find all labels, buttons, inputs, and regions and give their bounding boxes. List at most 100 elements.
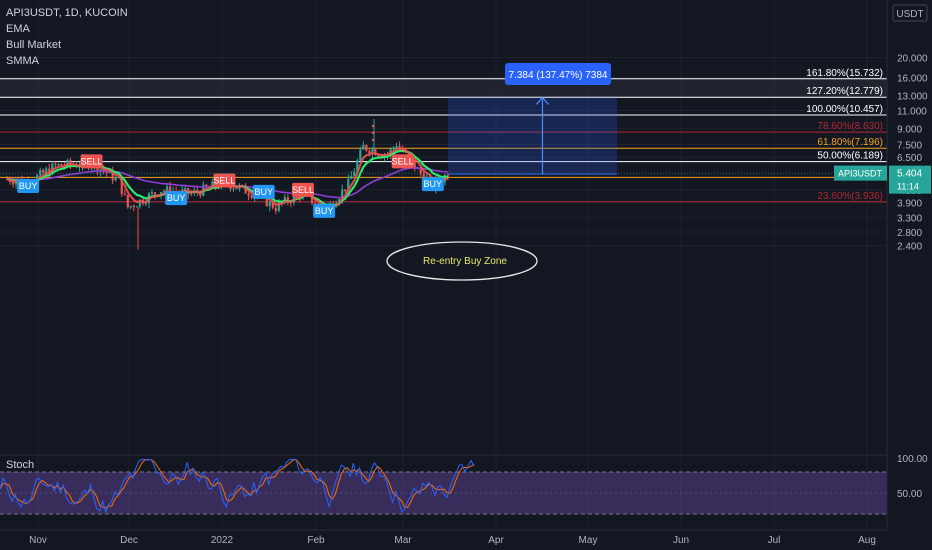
y-tick-6: 6.500 [897,153,922,164]
y-tick-4: 9.000 [897,124,922,135]
candle-body [144,203,148,205]
y-tick-2: 13.000 [897,92,928,103]
signal-label-1: BUY [19,181,38,191]
price-tag-box [889,165,931,194]
signal-label-4: BUY [254,187,273,197]
candle-body [235,188,238,190]
candle-body [102,169,105,172]
candle-body [247,193,250,196]
x-tick-2: 2022 [211,535,234,546]
candle-body [265,194,268,207]
price-tag-value: 5.404 [897,169,922,180]
candle-body [362,145,365,150]
candle-body [347,179,350,192]
candle-body [341,189,344,200]
x-tick-3: Feb [307,535,325,546]
x-tick-6: May [579,535,598,546]
fib-levels: 161.80%(15.732) 127.20%(12.779) 100.00%(10… [0,68,887,203]
signal-box-2 [165,191,188,206]
candle-body [350,175,353,180]
x-tick-8: Jul [768,535,781,546]
candle-body [250,195,253,198]
candle-body [54,163,57,165]
signal-label-0: SELL [81,156,103,166]
candle-body [395,145,398,148]
x-tick-9: Aug [858,535,876,546]
indicator-ema[interactable]: EMA [6,23,30,35]
measure-box [447,97,618,175]
stoch-title[interactable]: Stoch [6,459,35,471]
candle-body [205,184,208,187]
y-tick-9: 3.900 [897,199,922,210]
measure-label-box [505,63,611,85]
candle-body [48,168,51,175]
fib-label-2: 100.00%(10.457) [806,104,883,115]
dot-marker-0 [371,124,375,128]
candle-body [120,177,123,195]
candle-body [368,150,371,154]
dot-marker-1 [371,131,375,135]
candle-body [413,160,416,169]
indicator-bull-market[interactable]: Bull Market [6,39,62,51]
signal-box-5 [291,182,314,197]
candle-body [268,201,271,207]
time-axis-bg [0,530,932,550]
candle-body [129,205,132,208]
candle-body [66,160,69,167]
stoch-pane [0,454,932,515]
signal-labels: SELL BUY BUY SELL BUY SELL BUY SELL BUY [17,154,444,218]
candle-body [132,205,135,208]
fib-label-3: 78.60%(8.630) [817,121,883,132]
candle-body [57,163,60,165]
candle-body [45,168,48,173]
stoch-tick-1: 50.00 [897,489,922,500]
y-tick-11: 2.800 [897,228,922,239]
fib-label-4: 61.80%(7.196) [817,137,883,148]
signal-label-3: SELL [213,176,235,186]
candle-body [310,193,314,204]
signal-label-5: SELL [292,185,314,195]
indicator-smma[interactable]: SMMA [6,55,39,67]
candle-body [126,194,129,208]
candle-body [286,197,289,203]
candle-body [365,145,368,151]
candle-body [42,169,45,173]
candle-body [69,160,72,165]
candle-body [377,155,380,157]
fib-label-7: 23.60%(3.936) [817,191,883,202]
currency-box [892,4,928,22]
y-tick-12: 2.400 [897,242,922,253]
measure-label: 7.384 (137.47%) 7384 [509,70,608,81]
candle-body [374,149,377,156]
candle-body [39,169,42,176]
candle-body [123,194,126,196]
signal-box-7 [391,154,414,169]
candle-body [380,155,383,157]
fib-label-1: 127.20%(12.779) [806,86,883,97]
symbol-title[interactable]: API3USDT, 1D, KUCOIN [6,7,128,19]
candle-body [407,152,410,157]
candle-body [138,199,141,207]
signal-label-2: BUY [167,193,186,203]
candle-body [274,207,277,211]
zone-ellipse [386,241,538,281]
x-tick-0: Nov [29,535,47,546]
fib-band [0,78,887,98]
candle-body [36,175,39,183]
price-axis-bg [887,0,932,550]
x-tick-7: Jun [673,535,689,546]
candle-body [165,186,169,191]
signal-box-6 [313,203,336,218]
candle-body [419,168,422,174]
candle-body [184,188,187,190]
candle-body [344,189,347,192]
candle-body [168,186,172,196]
currency-label[interactable]: USDT [896,9,923,20]
candle-body [60,163,63,166]
y-tick-5: 7.500 [897,141,922,152]
measure-tool[interactable]: 7.384 (137.47%) 7384 [447,63,618,175]
candle-body [232,188,235,190]
signal-label-7: SELL [392,156,414,166]
measure-arrow-head [536,96,549,105]
